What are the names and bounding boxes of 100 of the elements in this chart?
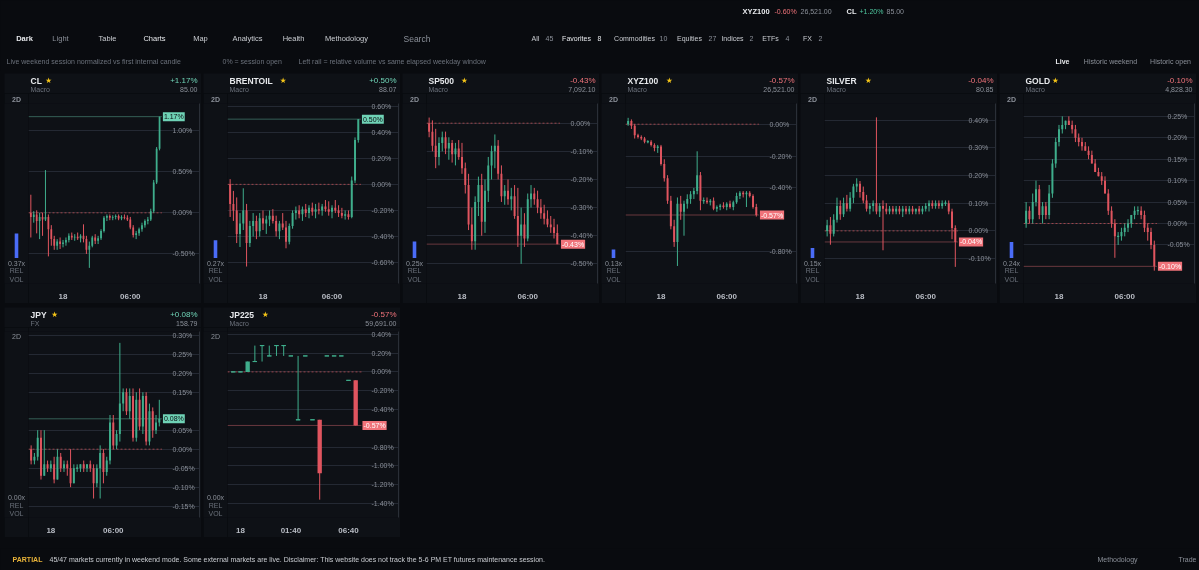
candlestick — [1071, 120, 1074, 134]
candlestick — [128, 387, 131, 420]
x-tick-label: 06:40 — [338, 525, 360, 535]
candlestick — [298, 204, 301, 219]
candlestick — [340, 207, 343, 219]
text: -0.04% — [968, 76, 994, 85]
candlestick — [255, 215, 258, 240]
candlestick — [1107, 188, 1110, 216]
candlestick — [715, 204, 718, 213]
candlestick — [872, 199, 875, 212]
candlestick — [444, 131, 447, 155]
x-tick-label: 18 — [46, 525, 56, 535]
candlestick — [265, 215, 268, 235]
candlestick — [829, 216, 832, 246]
x-tick-label: 06:00 — [716, 291, 738, 301]
x-tick-label: 06:00 — [103, 525, 125, 535]
candlestick — [63, 460, 65, 473]
candlestick — [1041, 201, 1044, 224]
candlestick — [331, 204, 333, 219]
candlestick — [882, 199, 884, 251]
candlestick — [849, 191, 852, 212]
text: -0.43% — [570, 76, 596, 85]
text: -0.57% — [769, 76, 795, 85]
chart-title: JP225 — [229, 309, 255, 320]
x-tick-label: 18 — [457, 291, 467, 301]
x-tick-label: 06:00 — [517, 291, 539, 301]
candlestick — [875, 116, 878, 215]
candlestick — [125, 387, 128, 416]
candlestick — [839, 199, 842, 221]
candlestick — [928, 199, 930, 212]
candlestick — [539, 198, 542, 220]
candlestick — [679, 195, 682, 221]
candlestick — [151, 406, 154, 439]
candlestick — [859, 180, 861, 199]
candlestick — [451, 139, 454, 164]
x-tick-label: 18 — [236, 525, 246, 535]
x-tick-label: 18 — [656, 291, 666, 301]
candlestick — [1127, 218, 1129, 233]
candlestick — [262, 209, 264, 231]
candlestick — [112, 414, 115, 450]
candlestick — [308, 204, 310, 219]
candlestick — [520, 207, 523, 265]
candlestick — [868, 202, 871, 215]
candlestick — [59, 452, 62, 473]
candlestick — [454, 142, 457, 166]
chart-title: SP500 — [428, 75, 455, 86]
candlestick — [493, 133, 496, 169]
candlestick — [288, 223, 291, 245]
candlestick — [132, 387, 134, 443]
candlestick — [826, 219, 829, 237]
candlestick — [43, 429, 46, 477]
text: Search — [403, 33, 431, 44]
chart-title: XYZ100 — [627, 75, 659, 86]
candlestick — [696, 150, 699, 195]
candlestick — [36, 429, 39, 462]
candlestick — [67, 232, 70, 243]
candlestick — [438, 136, 440, 166]
candlestick — [507, 178, 509, 206]
chart-title: GOLD — [1025, 75, 1051, 86]
candlestick — [905, 205, 907, 215]
text: -0.57% — [371, 310, 397, 319]
candlestick — [99, 444, 102, 500]
candlestick — [729, 200, 731, 210]
candlestick — [738, 190, 741, 200]
candlestick — [503, 184, 506, 206]
candlestick — [88, 241, 91, 269]
x-tick-label: 18 — [855, 291, 865, 301]
x-tick-label: 18 — [1054, 291, 1064, 301]
candlestick — [138, 227, 140, 237]
candlestick — [510, 187, 513, 211]
candlestick — [69, 448, 72, 488]
candlestick — [56, 448, 59, 481]
x-tick-label: 01:40 — [280, 525, 302, 535]
candlestick — [258, 212, 261, 238]
candlestick — [135, 230, 138, 240]
chart-title: SILVER — [826, 75, 857, 86]
candlestick — [53, 456, 56, 484]
candlestick — [1143, 210, 1146, 233]
candlestick — [431, 119, 434, 152]
candlestick — [40, 429, 42, 481]
candlestick — [683, 200, 685, 237]
text: +1.17% — [170, 76, 198, 85]
candlestick — [1081, 137, 1083, 152]
candlestick — [291, 209, 294, 230]
candlestick — [285, 220, 287, 249]
x-tick-label: 06:00 — [915, 291, 937, 301]
candlestick — [102, 448, 105, 484]
candlestick — [650, 139, 653, 148]
candlestick — [447, 136, 450, 161]
chart-title: CL — [30, 75, 42, 86]
x-tick-label: 06:00 — [321, 291, 343, 301]
x-tick-label: 06:00 — [120, 291, 142, 301]
candlestick — [144, 218, 146, 229]
candlestick — [278, 220, 281, 240]
candlestick — [86, 463, 88, 473]
candlestick — [434, 128, 437, 169]
chart-title: JPY — [30, 309, 47, 320]
candlestick — [239, 212, 241, 248]
candlestick — [523, 212, 526, 248]
candlestick — [155, 414, 158, 435]
